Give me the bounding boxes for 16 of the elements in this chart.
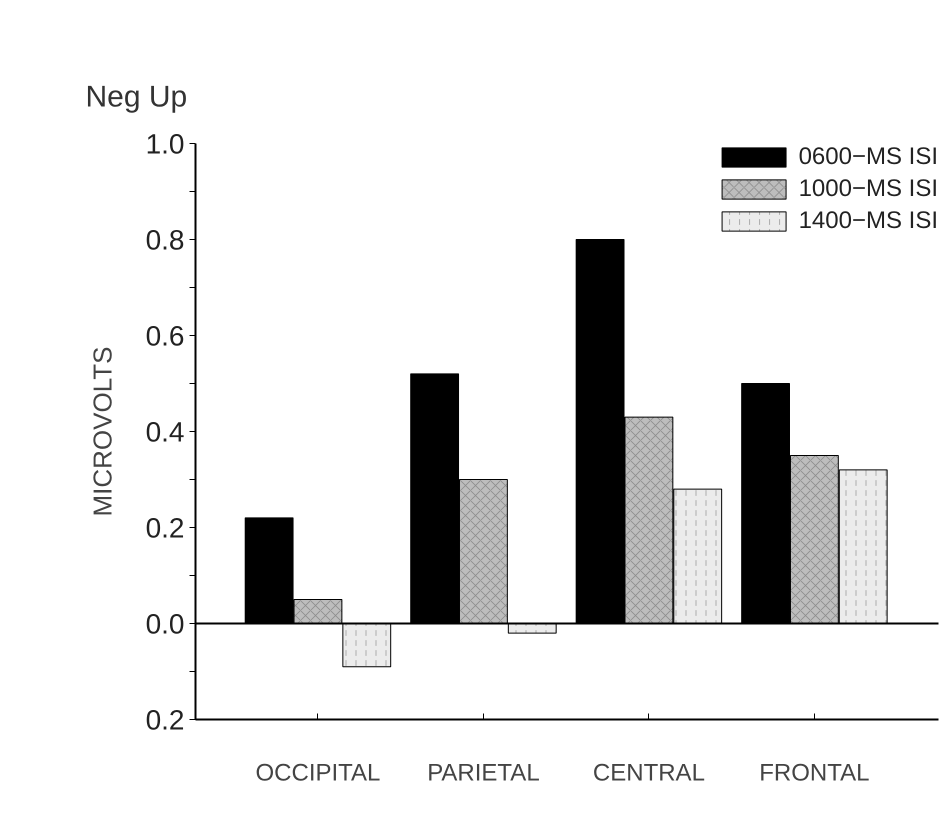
y-tick-label: 0.8 — [146, 224, 185, 256]
y-tick-label: 1.0 — [146, 128, 185, 160]
legend-label: 1400−MS ISI — [798, 207, 938, 235]
y-tick-label: 0.4 — [146, 416, 185, 448]
y-tick-label: 0.6 — [146, 320, 185, 352]
legend-label: 1000−MS ISI — [798, 175, 938, 203]
chart-title: Neg Up — [86, 80, 188, 114]
x-tick-label: PARIETAL — [427, 760, 540, 786]
x-tick-label: OCCIPITAL — [256, 760, 380, 786]
y-axis-title: MICROVOLTS — [88, 346, 118, 516]
y-tick-label: 0.0 — [146, 608, 185, 640]
legend-label: 0600−MS ISI — [798, 143, 938, 171]
y-tick-label: 0.2 — [146, 704, 185, 736]
y-tick-label: 0.2 — [146, 512, 185, 544]
x-tick-label: FRONTAL — [759, 760, 870, 786]
x-tick-label: CENTRAL — [592, 760, 705, 786]
